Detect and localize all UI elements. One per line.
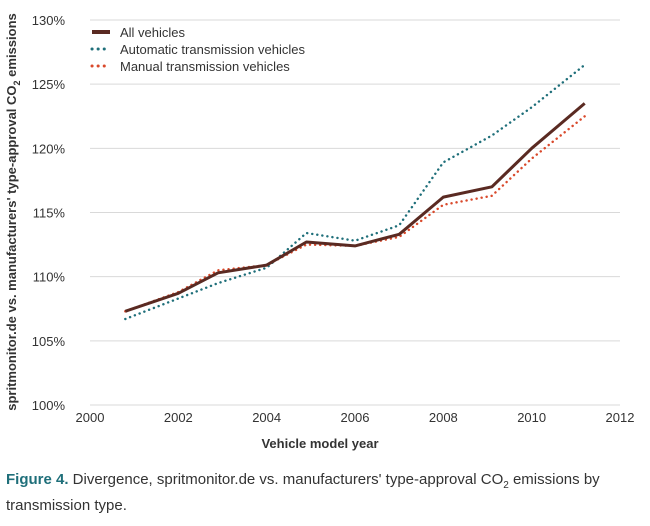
legend: All vehicles Automatic transmission vehic… xyxy=(90,25,305,74)
y-tick-label: 105% xyxy=(32,334,66,349)
y-tick-label: 130% xyxy=(32,13,66,28)
x-tick-label: 2000 xyxy=(76,410,105,425)
y-axis-title-end: emissions xyxy=(4,13,19,80)
series-line-0 xyxy=(124,102,586,313)
caption-subscript: 2 xyxy=(503,480,509,491)
y-tick-label: 100% xyxy=(32,398,66,413)
chart: 100%105%110%115%120%125%130% 2000 2002 200… xyxy=(4,13,635,451)
x-tick-label: 2010 xyxy=(517,410,546,425)
y-axis-title: spritmonitor.de vs. manufacturers' type-… xyxy=(4,13,22,411)
x-tick-label: 2012 xyxy=(606,410,635,425)
legend-label-1: Automatic transmission vehicles xyxy=(120,42,305,57)
y-tick-label: 110% xyxy=(33,270,66,285)
caption-text: Divergence, spritmonitor.de vs. manufact… xyxy=(68,471,504,488)
x-axis-title: Vehicle model year xyxy=(261,436,378,451)
y-axis-title-sub: 2 xyxy=(12,80,22,85)
x-tick-labels: 2000 2002 2004 2006 2008 2010 2012 xyxy=(76,410,635,425)
x-tick-label: 2006 xyxy=(341,410,370,425)
caption-text-end: emissions by transmission type. xyxy=(6,471,600,514)
figure-caption: Figure 4. Divergence, spritmonitor.de vs… xyxy=(6,470,642,516)
legend-label-0: All vehicles xyxy=(120,25,186,40)
x-tick-label: 2008 xyxy=(429,410,458,425)
caption-label: Figure 4. xyxy=(6,471,69,488)
y-tick-labels: 100% 105% 110% 115% 120% 125% 130% xyxy=(32,13,66,413)
x-tick-label: 2002 xyxy=(164,410,193,425)
y-tick-label: 115% xyxy=(33,206,66,221)
gridlines xyxy=(90,19,620,406)
y-axis-title-main: spritmonitor.de vs. manufacturers' type-… xyxy=(4,85,19,410)
legend-label-2: Manual transmission vehicles xyxy=(120,59,290,74)
series-lines xyxy=(124,63,586,321)
series-line-2 xyxy=(124,115,586,313)
series-line-1 xyxy=(124,63,586,321)
y-tick-label: 125% xyxy=(32,77,66,92)
x-tick-label: 2004 xyxy=(252,410,281,425)
y-tick-label: 120% xyxy=(32,141,66,156)
